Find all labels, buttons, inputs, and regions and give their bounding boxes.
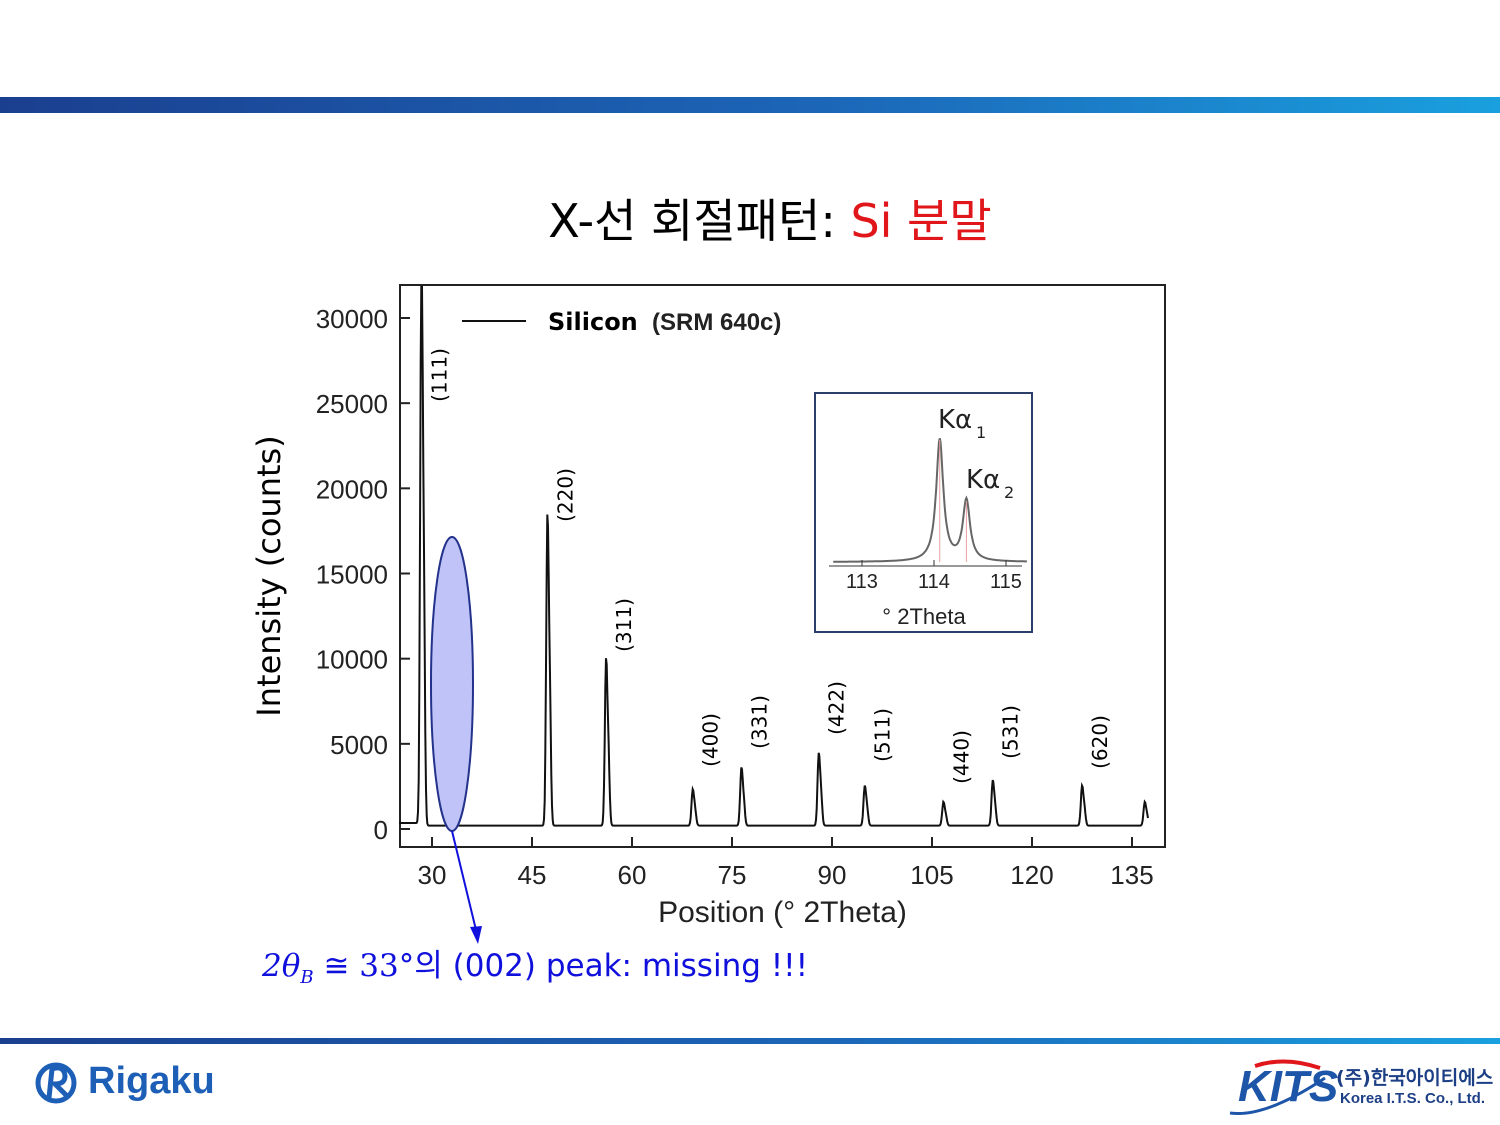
title-main: X-선 회절패턴: bbox=[548, 194, 851, 248]
annotation-sub: B bbox=[300, 967, 314, 989]
inset-x-tick-label: 114 bbox=[918, 571, 950, 593]
x-tick-label: 120 bbox=[1010, 860, 1053, 890]
annotation-note: 의 (002) peak: missing !!! bbox=[414, 948, 809, 984]
peak-label: (440) bbox=[949, 730, 973, 784]
annotation-arrowhead-icon bbox=[470, 926, 482, 944]
top-accent-bar bbox=[0, 97, 1500, 113]
annotation-theta: 2θ bbox=[262, 948, 301, 984]
rigaku-logo-text: Rigaku bbox=[88, 1060, 215, 1102]
title-accent: Si 분말 bbox=[850, 194, 992, 248]
kits-korean-name: (주)한국아이티에스 bbox=[1336, 1067, 1494, 1089]
peak-point bbox=[740, 773, 742, 775]
y-tick-label: 30000 bbox=[316, 304, 388, 334]
annotation-angle: ≅ 33° bbox=[313, 948, 415, 984]
kits-logo-swoosh-icon bbox=[1229, 1059, 1326, 1116]
peak-label: (111) bbox=[427, 348, 451, 402]
kits-logo-text: KITS bbox=[1238, 1062, 1339, 1111]
annotation-text: 2θB ≅ 33°의 (002) peak: missing !!! bbox=[262, 940, 808, 990]
y-axis-label: Intensity (counts) bbox=[250, 435, 288, 716]
x-tick-label: 90 bbox=[818, 860, 847, 890]
bottom-accent-bar bbox=[0, 1038, 1500, 1044]
inset-peak-sub: 1 bbox=[976, 423, 986, 442]
peak-point bbox=[605, 671, 607, 673]
y-tick-label: 15000 bbox=[316, 560, 388, 590]
inset-peak-label: Kα bbox=[938, 405, 972, 435]
peak-point bbox=[1144, 806, 1146, 808]
inset-series-line bbox=[833, 438, 1027, 563]
legend-label-bold: (SRM 640c) bbox=[652, 309, 781, 336]
annotation-arrow-line bbox=[451, 830, 477, 931]
rigaku-logo-icon bbox=[35, 1062, 77, 1104]
x-tick-label: 75 bbox=[718, 860, 747, 890]
inset-peak-label: Kα bbox=[966, 465, 1000, 495]
peak-point bbox=[1081, 791, 1083, 793]
series-line-silicon bbox=[399, 286, 1149, 827]
peak-point bbox=[546, 537, 548, 539]
peak-label: (531) bbox=[999, 705, 1023, 759]
x-axis-label: Position (° 2Theta) bbox=[658, 896, 907, 929]
kits-english-name: Korea I.T.S. Co., Ltd. bbox=[1340, 1090, 1486, 1107]
x-tick-label: 105 bbox=[910, 860, 953, 890]
y-tick-label: 5000 bbox=[330, 730, 388, 760]
inset-peak-sub: 2 bbox=[1004, 483, 1014, 502]
x-tick-label: 60 bbox=[618, 860, 647, 890]
peak-label: (400) bbox=[699, 713, 723, 767]
peak-point bbox=[420, 297, 422, 299]
x-tick-label: 30 bbox=[418, 860, 447, 890]
peak-point bbox=[818, 760, 820, 762]
peak-point bbox=[864, 791, 866, 793]
peak-label: (220) bbox=[553, 468, 577, 522]
y-tick-label: 0 bbox=[374, 815, 388, 845]
plot-frame bbox=[399, 284, 1166, 848]
peak-point bbox=[992, 785, 994, 787]
y-tick-label: 10000 bbox=[316, 645, 388, 675]
peak-label: (620) bbox=[1088, 715, 1112, 769]
inset-frame bbox=[814, 392, 1033, 633]
inset-x-tick-label: 115 bbox=[990, 571, 1022, 593]
slide-title: X-선 회절패턴: Si 분말 bbox=[0, 185, 1500, 251]
peak-label: (511) bbox=[871, 708, 895, 762]
y-tick-label: 25000 bbox=[316, 389, 388, 419]
legend-label: Silicon bbox=[548, 308, 638, 336]
inset-x-tick-label: 113 bbox=[846, 571, 878, 593]
peak-label: (311) bbox=[612, 598, 636, 652]
x-tick-label: 45 bbox=[518, 860, 547, 890]
inset-x-label: ° 2Theta bbox=[882, 604, 966, 629]
y-tick-label: 20000 bbox=[316, 474, 388, 504]
peak-label: (422) bbox=[825, 681, 849, 735]
missing-peak-highlight bbox=[430, 536, 474, 832]
peak-label: (331) bbox=[747, 695, 771, 749]
peak-point bbox=[692, 794, 694, 796]
peak-point bbox=[942, 806, 944, 808]
x-tick-label: 135 bbox=[1110, 860, 1153, 890]
